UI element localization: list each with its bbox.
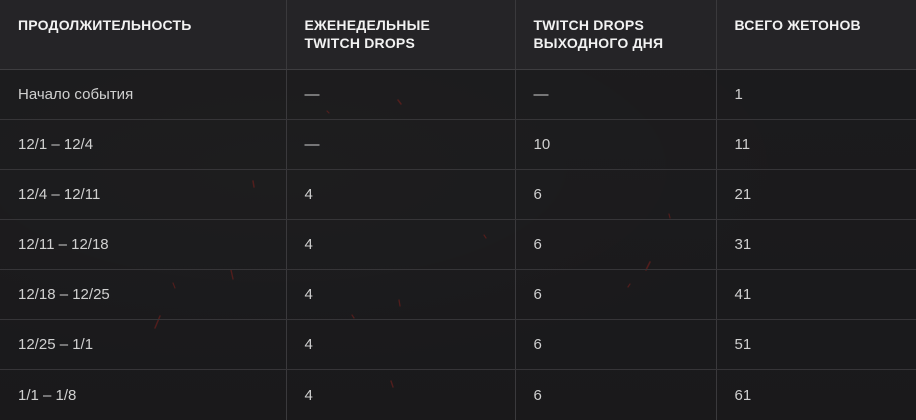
- cell-duration: 12/11 – 12/18: [0, 219, 287, 271]
- cell-weekend-drops: 6: [515, 269, 717, 321]
- table-row: 1/1 – 1/8 4 6 61: [0, 369, 916, 420]
- cell-duration: 1/1 – 1/8: [0, 369, 287, 420]
- cell-weekend-drops: 6: [515, 319, 717, 371]
- header-duration-label: ПРОДОЛЖИТЕЛЬНОСТЬ: [18, 17, 192, 33]
- cell-weekend-drops: 10: [515, 119, 717, 170]
- cell-duration: 12/25 – 1/1: [0, 319, 287, 371]
- table-row: 12/4 – 12/11 4 6 21: [0, 169, 916, 220]
- cell-weekly-drops: 4: [286, 219, 516, 271]
- cell-weekly-drops: 4: [286, 169, 516, 220]
- header-weekly-drops: ЕЖЕНЕДЕЛЬНЫЕ TWITCH DROPS: [286, 0, 516, 70]
- header-total-tokens: ВСЕГО ЖЕТОНОВ: [715, 0, 916, 70]
- table-row: 12/11 – 12/18 4 6 31: [0, 219, 916, 271]
- cell-weekly-drops: —: [286, 119, 516, 170]
- cell-weekend-drops: 6: [515, 219, 717, 271]
- cell-weekend-drops: 6: [515, 369, 717, 420]
- header-weekend-drops-line-1: TWITCH DROPS: [533, 17, 645, 33]
- header-weekend-drops-line-2: ВЫХОДНОГО ДНЯ: [533, 35, 664, 51]
- header-total-tokens-label: ВСЕГО ЖЕТОНОВ: [734, 17, 861, 33]
- cell-weekly-drops: 4: [286, 369, 516, 420]
- cell-total-tokens: 21: [715, 169, 916, 220]
- table-row: Начало события — — 1: [0, 69, 916, 120]
- cell-total-tokens: 51: [715, 319, 916, 371]
- header-weekly-drops-line-1: ЕЖЕНЕДЕЛЬНЫЕ: [304, 17, 431, 33]
- cell-duration: 12/18 – 12/25: [0, 269, 287, 321]
- cell-weekly-drops: 4: [286, 269, 516, 321]
- table-row: 12/18 – 12/25 4 6 41: [0, 269, 916, 321]
- cell-weekend-drops: —: [515, 69, 717, 120]
- cell-duration: 12/4 – 12/11: [0, 169, 287, 220]
- header-duration: ПРОДОЛЖИТЕЛЬНОСТЬ: [0, 0, 287, 70]
- cell-total-tokens: 61: [715, 369, 916, 420]
- cell-weekly-drops: —: [286, 69, 516, 120]
- cell-total-tokens: 11: [715, 119, 916, 170]
- cell-weekly-drops: 4: [286, 319, 516, 371]
- header-weekend-drops: TWITCH DROPS ВЫХОДНОГО ДНЯ: [515, 0, 717, 70]
- header-weekly-drops-line-2: TWITCH DROPS: [304, 35, 416, 51]
- cell-total-tokens: 1: [715, 69, 916, 120]
- cell-total-tokens: 41: [715, 269, 916, 321]
- cell-total-tokens: 31: [715, 219, 916, 271]
- table-row: 12/25 – 1/1 4 6 51: [0, 319, 916, 371]
- cell-duration: Начало события: [0, 69, 287, 120]
- cell-duration: 12/1 – 12/4: [0, 119, 287, 170]
- table-row: 12/1 – 12/4 — 10 11: [0, 119, 916, 170]
- cell-weekend-drops: 6: [515, 169, 717, 220]
- table-header-row: ПРОДОЛЖИТЕЛЬНОСТЬ ЕЖЕНЕДЕЛЬНЫЕ TWITCH DR…: [0, 0, 916, 70]
